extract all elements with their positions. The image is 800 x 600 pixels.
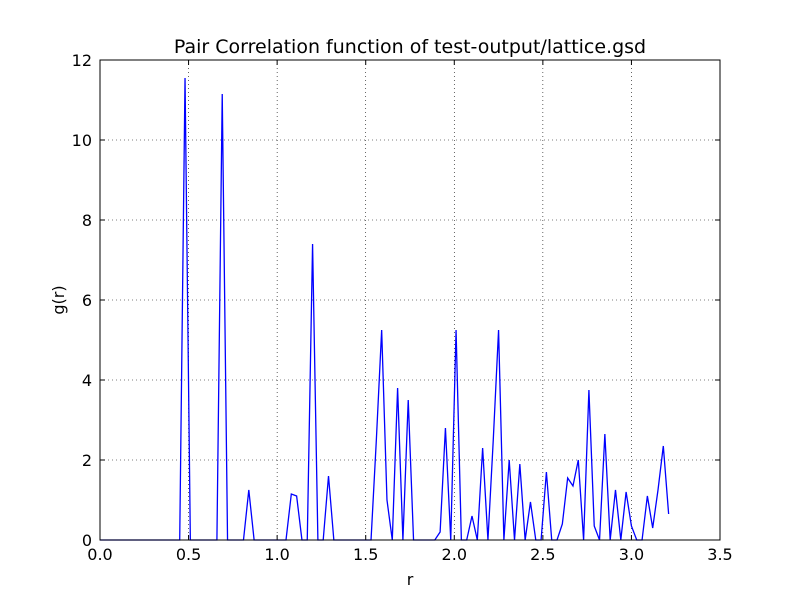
x-axis-label: r [407, 570, 414, 589]
series-line [100, 77, 670, 541]
y-tick-label: 8 [82, 211, 92, 230]
y-axis-label: g(r) [49, 285, 68, 314]
x-tick-label: 3.5 [707, 545, 732, 564]
tick-marks [99, 59, 721, 541]
y-tick-label: 10 [72, 131, 92, 150]
x-tick-label: 1.5 [353, 545, 378, 564]
grid-lines [100, 60, 720, 540]
x-tick-label: 2.5 [530, 545, 555, 564]
x-tick-label: 1.0 [264, 545, 289, 564]
x-tick-label: 0.5 [176, 545, 201, 564]
y-tick-label: 2 [82, 451, 92, 470]
plot-line-layer [100, 77, 670, 541]
y-tick-label: 12 [72, 51, 92, 70]
x-tick-label: 0.0 [87, 545, 112, 564]
y-tick-label: 6 [82, 291, 92, 310]
x-tick-label: 3.0 [619, 545, 644, 564]
y-tick-label: 0 [82, 531, 92, 550]
x-tick-labels: 0.0 0.5 1.0 1.5 2.0 2.5 3.0 3.5 [87, 545, 732, 564]
chart-title: Pair Correlation function of test-output… [174, 36, 646, 58]
y-tick-label: 4 [82, 371, 92, 390]
x-tick-label: 2.0 [442, 545, 467, 564]
y-tick-labels: 0 2 4 6 8 10 12 [72, 51, 92, 550]
